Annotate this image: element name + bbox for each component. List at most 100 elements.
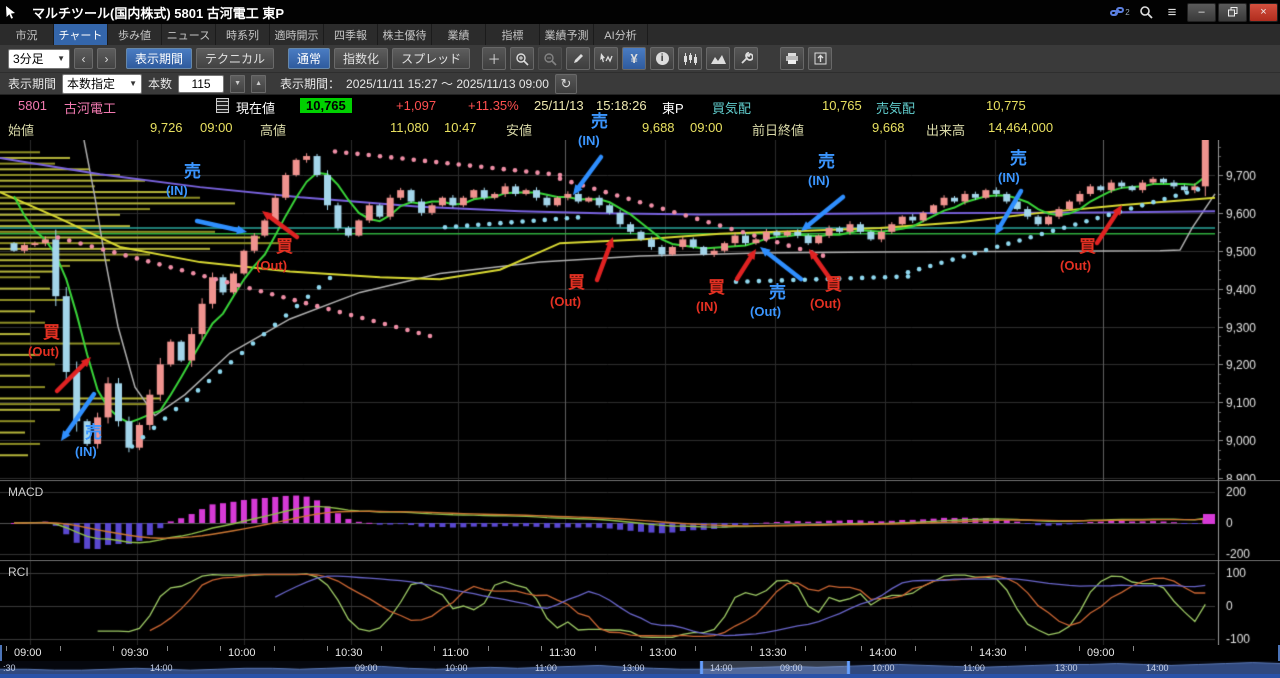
time-axis-tick	[861, 646, 862, 651]
navigator-time-label: 14:00	[150, 663, 173, 673]
zoom-in-button[interactable]	[510, 47, 535, 70]
time-axis-label: 09:00	[14, 647, 42, 659]
tab-四季報[interactable]: 四季報	[324, 24, 378, 45]
link-icon[interactable]: 2	[1109, 4, 1131, 20]
technical-button[interactable]: テクニカル	[196, 48, 275, 69]
rci-panel[interactable]	[0, 560, 1280, 645]
print-button[interactable]	[780, 47, 805, 70]
info-button[interactable]: i	[650, 47, 675, 70]
normal-mode-button[interactable]: 通常	[288, 48, 331, 69]
yen-scale-button[interactable]: ¥	[622, 47, 647, 70]
low-time: 09:00	[690, 120, 723, 135]
tab-業績予測[interactable]: 業績予測	[540, 24, 594, 45]
count-label: 本数	[148, 77, 173, 91]
interval-select[interactable]: 3分足 ▼	[8, 48, 70, 69]
prev-close-label: 前日終値	[752, 123, 805, 138]
open-time: 09:00	[200, 120, 233, 135]
navigator-time-label: 11:00	[963, 663, 985, 673]
time-axis-tick	[6, 646, 7, 651]
minimize-button[interactable]: –	[1187, 2, 1216, 22]
navigator-time-label: 10:00	[872, 663, 895, 673]
tab-市況[interactable]: 市況	[0, 24, 54, 45]
main-price-chart[interactable]	[0, 140, 1280, 480]
time-axis-tick	[695, 646, 696, 651]
volume-value: 14,464,000	[988, 120, 1054, 135]
time-axis-tick	[595, 646, 596, 651]
time-axis-tick	[641, 646, 642, 651]
quote-row-2: 始値 9,726 09:00 高値 11,080 10:47 安値 9,688 …	[0, 117, 1280, 140]
time-axis-tick	[971, 646, 972, 651]
next-button[interactable]: ›	[97, 48, 116, 69]
crosshair-button[interactable]: ＋	[482, 47, 507, 70]
board-icon[interactable]	[216, 98, 229, 114]
stock-name: 古河電工	[64, 101, 117, 116]
navigator-time-label: 13:00	[1055, 663, 1078, 673]
app-cursor-icon	[0, 4, 22, 20]
candle-chart-type-button[interactable]	[678, 47, 703, 70]
chart-toolbar: 3分足 ▼ ‹ › 表示期間 テクニカル 通常 指数化 スプレッド ＋ ¥ i	[0, 45, 1280, 73]
tab-チャート[interactable]: チャート	[54, 24, 108, 45]
navigator-time-label: 09:00	[780, 663, 803, 673]
spread-button[interactable]: スプレッド	[392, 48, 471, 69]
popout-button[interactable]	[808, 47, 833, 70]
time-axis-tick	[113, 646, 114, 651]
search-icon[interactable]	[1135, 4, 1157, 20]
settings-wrench-button[interactable]	[734, 47, 759, 70]
time-axis-tick	[434, 646, 435, 651]
tab-bar: 市況 チャート 歩み値 ニュース 時系列 適時開示 四季報 株主優待 業績 指標 業績予測 AI分析	[0, 24, 1280, 46]
stock-code: 5801	[18, 98, 47, 113]
pointer-tool-button[interactable]	[594, 47, 619, 70]
zoom-out-button[interactable]	[538, 47, 563, 70]
ask-label: 売気配	[876, 101, 916, 116]
reset-period-button[interactable]: ↻	[554, 73, 577, 94]
quote-time: 15:18:26	[596, 98, 647, 113]
navigator-time-label: :30	[3, 663, 16, 673]
close-button[interactable]: ×	[1249, 2, 1278, 22]
navigator-time-label: 09:00	[355, 663, 378, 673]
restore-button[interactable]	[1218, 2, 1247, 22]
market-segment: 東P	[662, 101, 684, 116]
time-axis-tick	[1025, 646, 1026, 651]
rci-label: RCI	[8, 565, 29, 579]
tab-時系列[interactable]: 時系列	[216, 24, 270, 45]
time-axis-label: 14:30	[979, 647, 1007, 659]
volume-label: 出来高	[926, 123, 966, 138]
time-axis-tick	[488, 646, 489, 651]
navigator-time-label: 13:00	[622, 663, 645, 673]
count-up-button[interactable]: ▲	[251, 74, 267, 93]
period-bar: 表示期間 本数指定 ▼ 本数 115 ▼ ▲ 表示期間： 2025/11/11 1…	[0, 73, 1280, 95]
navigator-time-label: 11:00	[535, 663, 557, 673]
current-price: 10,765	[300, 98, 352, 113]
indexize-button[interactable]: 指数化	[334, 48, 389, 69]
tab-ニュース[interactable]: ニュース	[162, 24, 216, 45]
navigator-scrollbar[interactable]	[0, 661, 1280, 674]
period-mode-select[interactable]: 本数指定 ▼	[62, 73, 143, 94]
title-bar: マルチツール(国内株式) 5801 古河電工 東P 2 ≡ – ×	[0, 0, 1280, 24]
navigator-time-label: 10:00	[445, 663, 468, 673]
tab-指標[interactable]: 指標	[486, 24, 540, 45]
tab-適時開示[interactable]: 適時開示	[270, 24, 324, 45]
mountain-chart-type-button[interactable]	[706, 47, 731, 70]
chevron-down-icon: ▼	[129, 79, 138, 88]
macd-panel[interactable]	[0, 480, 1280, 560]
time-axis-tick	[751, 646, 752, 651]
display-period-button[interactable]: 表示期間	[126, 48, 193, 69]
macd-label: MACD	[8, 485, 44, 499]
time-axis-tick	[1079, 646, 1080, 651]
menu-icon[interactable]: ≡	[1167, 3, 1177, 21]
tab-株主優待[interactable]: 株主優待	[378, 24, 432, 45]
time-axis-tick	[60, 646, 61, 651]
draw-pencil-button[interactable]	[566, 47, 591, 70]
time-axis-tick	[327, 646, 328, 651]
time-axis-tick	[167, 646, 168, 651]
tab-歩み値[interactable]: 歩み値	[108, 24, 162, 45]
time-axis-label: 13:00	[649, 647, 677, 659]
tab-業績[interactable]: 業績	[432, 24, 486, 45]
prev-button[interactable]: ‹	[74, 48, 93, 69]
count-down-button[interactable]: ▼	[230, 74, 246, 93]
low-price: 9,688	[642, 120, 675, 135]
price-label: 現在値	[236, 101, 276, 116]
tab-AI分析[interactable]: AI分析	[594, 24, 648, 45]
bar-count-input[interactable]: 115	[178, 74, 225, 93]
navigator-time-label: 14:00	[710, 663, 733, 673]
